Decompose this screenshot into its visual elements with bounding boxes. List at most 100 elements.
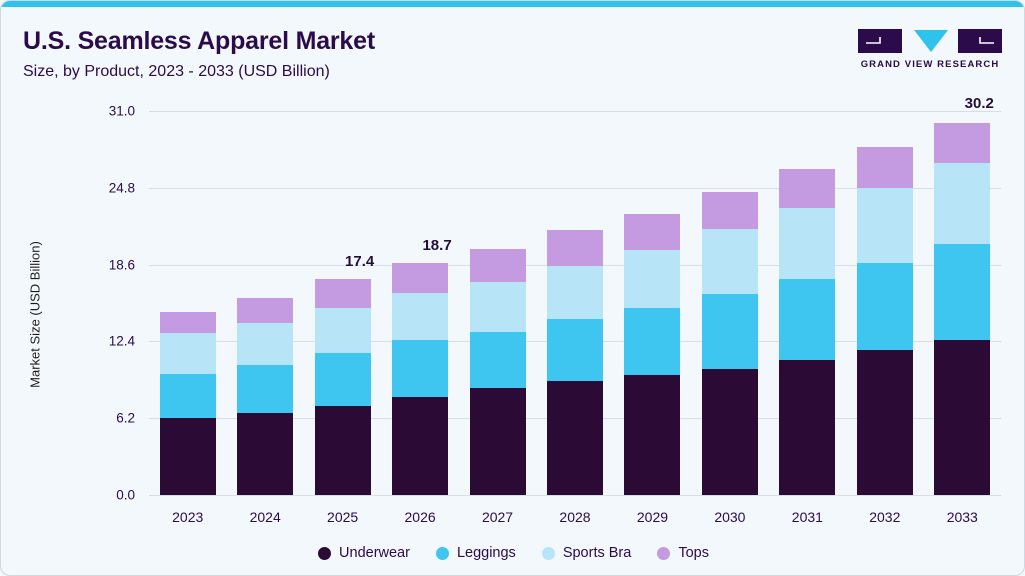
- bar-segment-underwear[interactable]: [392, 397, 449, 495]
- chart-legend: Underwear Leggings Sports Bra Tops: [1, 545, 1024, 561]
- x-axis-tick: 2023: [172, 509, 204, 525]
- page-subtitle: Size, by Product, 2023 - 2033 (USD Billi…: [23, 63, 330, 80]
- bar-segment-leggings[interactable]: [624, 307, 681, 375]
- y-axis-tick: 0.0: [116, 487, 135, 503]
- x-axis-tick: 2030: [714, 509, 746, 525]
- bar-segment-leggings[interactable]: [779, 279, 836, 360]
- bar-segment-tops[interactable]: [856, 146, 913, 188]
- x-axis-tick: 2032: [869, 509, 901, 525]
- bar-segment-sports-bra[interactable]: [547, 265, 603, 320]
- y-gridline: [149, 111, 1001, 112]
- x-axis-tick: 2027: [481, 509, 514, 525]
- bar-stack[interactable]: [392, 111, 449, 495]
- bar-segment-tops[interactable]: [624, 213, 681, 250]
- bar-stack[interactable]: [159, 111, 216, 495]
- bar-segment-sports-bra[interactable]: [392, 293, 449, 341]
- bar-segment-leggings[interactable]: [856, 263, 913, 351]
- bar-stack[interactable]: [856, 111, 913, 495]
- bar-segment-underwear[interactable]: [314, 405, 371, 495]
- bar-stack[interactable]: [624, 111, 681, 495]
- legend-swatch-icon: [657, 546, 671, 560]
- legend-swatch-icon: [541, 546, 555, 560]
- bar-segment-underwear[interactable]: [934, 340, 991, 495]
- legend-item[interactable]: Sports Bra: [541, 545, 632, 561]
- bar-segment-underwear[interactable]: [701, 368, 758, 495]
- bar-stack[interactable]: [469, 111, 526, 495]
- x-axis-tick: 2025: [327, 509, 359, 525]
- bar-stack[interactable]: [934, 111, 991, 495]
- bar-segment-tops[interactable]: [779, 169, 836, 208]
- y-axis-tick: 18.6: [108, 257, 135, 273]
- bar-segment-sports-bra[interactable]: [314, 307, 371, 353]
- y-gridline: [149, 187, 1001, 189]
- bar-stack[interactable]: [547, 111, 603, 495]
- bar-segment-underwear[interactable]: [159, 418, 216, 495]
- legend-label: Leggings: [456, 545, 516, 561]
- bar-segment-underwear[interactable]: [237, 413, 294, 495]
- grand-view-research-logo: GRAND VIEW RESEARCH: [856, 27, 1004, 73]
- bar-segment-tops[interactable]: [701, 191, 758, 229]
- bar-segment-sports-bra[interactable]: [856, 187, 913, 264]
- y-axis-tick: 24.8: [108, 180, 135, 196]
- legend-item[interactable]: Underwear: [318, 545, 410, 561]
- bar-segment-tops[interactable]: [469, 248, 526, 282]
- bar-segment-leggings[interactable]: [314, 352, 371, 406]
- logo-text: GRAND VIEW RESEARCH: [860, 59, 1000, 70]
- y-axis-label: Market Size (USD Billion): [27, 241, 43, 388]
- x-axis-tick: 2033: [946, 509, 978, 525]
- bar-segment-tops[interactable]: [547, 229, 603, 266]
- page-title: U.S. Seamless Apparel Market: [23, 27, 375, 55]
- bar-segment-leggings[interactable]: [159, 373, 216, 419]
- chart-plot-area: Market Size (USD Billion) 0.0 6.2 12.4 18.6…: [1, 94, 1024, 525]
- y-axis-tick: 6.2: [116, 410, 135, 426]
- x-axis-tick: 2028: [559, 509, 591, 525]
- bar-stack[interactable]: [237, 111, 294, 495]
- bar-segment-leggings[interactable]: [547, 319, 603, 382]
- bar-segment-leggings[interactable]: [237, 364, 294, 414]
- bar-segment-underwear[interactable]: [856, 350, 913, 495]
- bar-segment-underwear[interactable]: [624, 374, 681, 495]
- bar-stack[interactable]: [779, 111, 836, 495]
- x-axis-tick: 2029: [636, 509, 669, 525]
- bar-segment-sports-bra[interactable]: [469, 281, 526, 332]
- top-accent-bar: [1, 1, 1024, 7]
- bar-segment-sports-bra[interactable]: [934, 163, 991, 244]
- legend-item[interactable]: Tops: [657, 545, 709, 561]
- bar-segment-underwear[interactable]: [469, 388, 526, 495]
- y-gridline: [149, 495, 1001, 496]
- bar-segment-tops[interactable]: [314, 279, 371, 308]
- legend-swatch-icon: [435, 546, 449, 560]
- y-axis-tick: 31.0: [108, 103, 135, 119]
- bar-segment-sports-bra[interactable]: [624, 249, 681, 308]
- legend-item[interactable]: Leggings: [435, 545, 516, 561]
- bar-segment-leggings[interactable]: [934, 243, 991, 341]
- bar-stack[interactable]: [314, 111, 371, 495]
- bar-segment-tops[interactable]: [934, 123, 991, 164]
- bar-stack[interactable]: [701, 111, 758, 495]
- bar-segment-leggings[interactable]: [701, 294, 758, 369]
- y-axis-tick: 12.4: [108, 333, 135, 349]
- bar-total-label: 30.2: [964, 94, 994, 112]
- bar-segment-tops[interactable]: [392, 263, 449, 294]
- bar-segment-sports-bra[interactable]: [159, 332, 216, 374]
- bar-segment-tops[interactable]: [237, 298, 294, 323]
- bar-segment-underwear[interactable]: [547, 381, 603, 495]
- logo-mark-icon: [858, 29, 1002, 53]
- legend-label: Sports Bra: [562, 545, 632, 561]
- bar-segment-sports-bra[interactable]: [779, 207, 836, 280]
- legend-swatch-icon: [318, 546, 332, 560]
- x-axis-tick: 2026: [404, 509, 436, 525]
- x-axis-tick: 2031: [791, 509, 823, 525]
- bar-segment-tops[interactable]: [159, 311, 216, 333]
- bar-total-label: 18.7: [422, 237, 452, 255]
- bar-segment-sports-bra[interactable]: [237, 322, 294, 365]
- x-axis-tick: 2024: [249, 509, 281, 525]
- bar-segment-underwear[interactable]: [779, 359, 836, 495]
- legend-label: Underwear: [339, 545, 410, 561]
- legend-label: Tops: [678, 545, 709, 561]
- bar-segment-sports-bra[interactable]: [701, 228, 758, 295]
- bar-total-label: 17.4: [345, 253, 375, 271]
- bar-segment-leggings[interactable]: [392, 340, 449, 398]
- bar-segment-leggings[interactable]: [469, 331, 526, 389]
